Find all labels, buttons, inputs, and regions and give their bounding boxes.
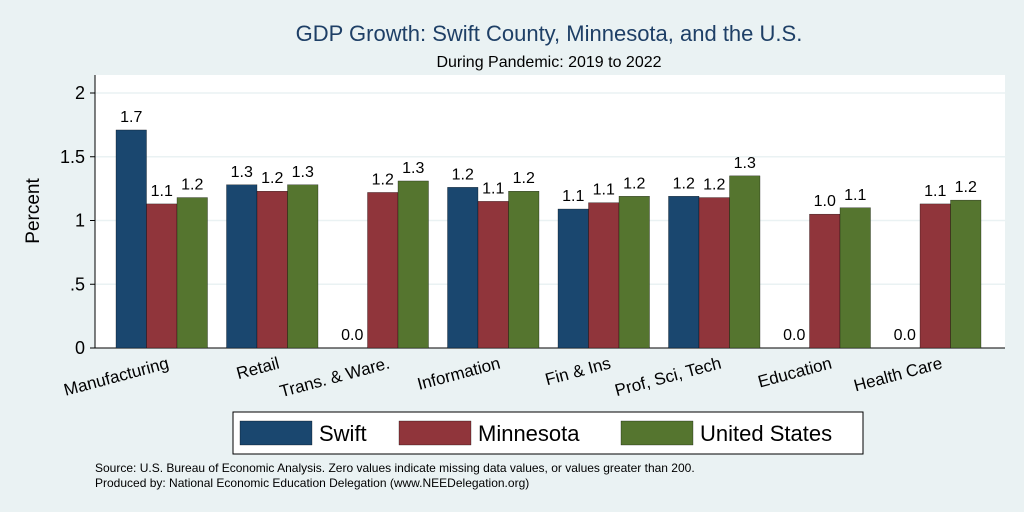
bars bbox=[115, 129, 982, 349]
y-tick-label-1: .5 bbox=[70, 274, 85, 294]
data-label-swift-5: 1.2 bbox=[673, 175, 695, 192]
produced-by-note: Produced by: National Economic Education… bbox=[95, 476, 529, 490]
y-tick-label-0: 0 bbox=[75, 338, 85, 358]
bar-united-states-3 bbox=[508, 191, 540, 349]
data-label-minnesota-7: 1.1 bbox=[924, 183, 946, 200]
data-label-minnesota-0: 1.1 bbox=[151, 183, 173, 200]
data-label-united-states-3: 1.2 bbox=[513, 170, 535, 187]
bar-united-states-6 bbox=[839, 207, 871, 349]
legend: Swift Minnesota United States bbox=[232, 411, 864, 455]
bar-minnesota-0 bbox=[146, 203, 178, 349]
y-tick-label-2: 1 bbox=[75, 211, 85, 231]
legend-swatch-swift bbox=[239, 420, 313, 446]
bar-minnesota-6 bbox=[809, 213, 841, 349]
bar-united-states-0 bbox=[176, 197, 208, 349]
bar-minnesota-7 bbox=[919, 203, 951, 349]
data-labels: 1.7 1.1 1.2 1.3 1.2 1.3 0.0 1.2 1.3 1.2 1.1 1.2 1.1 1… bbox=[120, 109, 977, 344]
bar-united-states-1 bbox=[287, 184, 319, 349]
data-label-swift-1: 1.3 bbox=[231, 164, 253, 181]
legend-label-united-states: United States bbox=[700, 421, 832, 446]
bar-minnesota-3 bbox=[477, 201, 509, 349]
data-label-swift-6: 0.0 bbox=[783, 327, 805, 344]
legend-label-swift: Swift bbox=[319, 421, 367, 446]
data-label-swift-2: 0.0 bbox=[341, 327, 363, 344]
legend-swatch-minnesota bbox=[398, 420, 472, 446]
bar-united-states-4 bbox=[618, 196, 650, 349]
data-label-minnesota-6: 1.0 bbox=[814, 193, 836, 210]
legend-label-minnesota: Minnesota bbox=[478, 421, 580, 446]
legend-box bbox=[232, 411, 864, 455]
data-label-minnesota-3: 1.1 bbox=[482, 180, 504, 197]
data-label-swift-7: 0.0 bbox=[894, 327, 916, 344]
data-label-united-states-2: 1.3 bbox=[402, 160, 424, 177]
bar-swift-4 bbox=[557, 208, 589, 349]
bar-united-states-2 bbox=[397, 180, 429, 349]
y-tick-label-3: 1.5 bbox=[60, 147, 85, 167]
bar-minnesota-2 bbox=[367, 192, 399, 349]
data-label-minnesota-1: 1.2 bbox=[261, 170, 283, 187]
bar-swift-0 bbox=[115, 129, 147, 349]
data-label-united-states-0: 1.2 bbox=[181, 177, 203, 194]
bar-swift-1 bbox=[226, 184, 258, 349]
data-label-united-states-6: 1.1 bbox=[844, 187, 866, 204]
data-label-united-states-7: 1.2 bbox=[955, 179, 977, 196]
data-label-united-states-5: 1.3 bbox=[734, 155, 756, 172]
data-label-united-states-4: 1.2 bbox=[623, 175, 645, 192]
y-axis-label: Percent bbox=[23, 178, 44, 244]
bar-swift-3 bbox=[447, 187, 479, 349]
bar-minnesota-4 bbox=[588, 202, 620, 349]
bar-united-states-7 bbox=[950, 199, 982, 349]
bar-minnesota-1 bbox=[256, 191, 288, 349]
bar-minnesota-5 bbox=[698, 197, 730, 349]
y-tick-label-4: 2 bbox=[75, 83, 85, 103]
chart-subtitle: During Pandemic: 2019 to 2022 bbox=[436, 54, 661, 71]
data-label-swift-3: 1.2 bbox=[452, 166, 474, 183]
legend-swatch-united-states bbox=[620, 420, 694, 446]
data-label-minnesota-5: 1.2 bbox=[703, 177, 725, 194]
data-label-minnesota-2: 1.2 bbox=[372, 171, 394, 188]
chart-title: GDP Growth: Swift County, Minnesota, and… bbox=[296, 21, 803, 46]
data-label-swift-0: 1.7 bbox=[120, 109, 142, 126]
bar-swift-5 bbox=[668, 196, 700, 349]
data-label-minnesota-4: 1.1 bbox=[593, 182, 615, 199]
data-label-swift-4: 1.1 bbox=[562, 188, 584, 205]
source-note: Source: U.S. Bureau of Economic Analysis… bbox=[95, 461, 695, 475]
bar-united-states-5 bbox=[729, 175, 761, 349]
data-label-united-states-1: 1.3 bbox=[292, 164, 314, 181]
